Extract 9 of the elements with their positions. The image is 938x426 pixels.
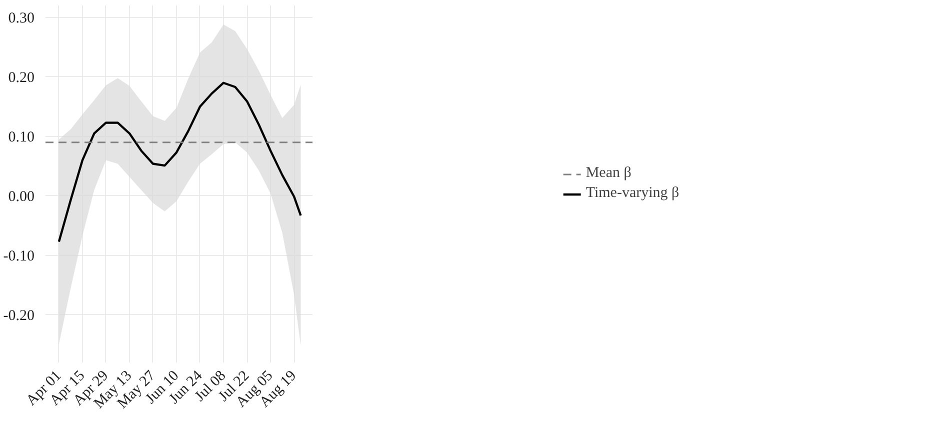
y-tick-label: 0.20 (8, 70, 34, 86)
y-tick-label: 0.30 (8, 10, 34, 26)
y-tick-label: 0.00 (8, 188, 34, 205)
legend-label: Time-varying β (586, 185, 680, 202)
legend-label: Mean β (586, 165, 632, 182)
y-tick-label: 0.10 (8, 129, 34, 146)
y-tick-label: -0.10 (3, 248, 35, 264)
y-tick-label: -0.20 (3, 308, 35, 324)
line-series (58, 82, 302, 243)
